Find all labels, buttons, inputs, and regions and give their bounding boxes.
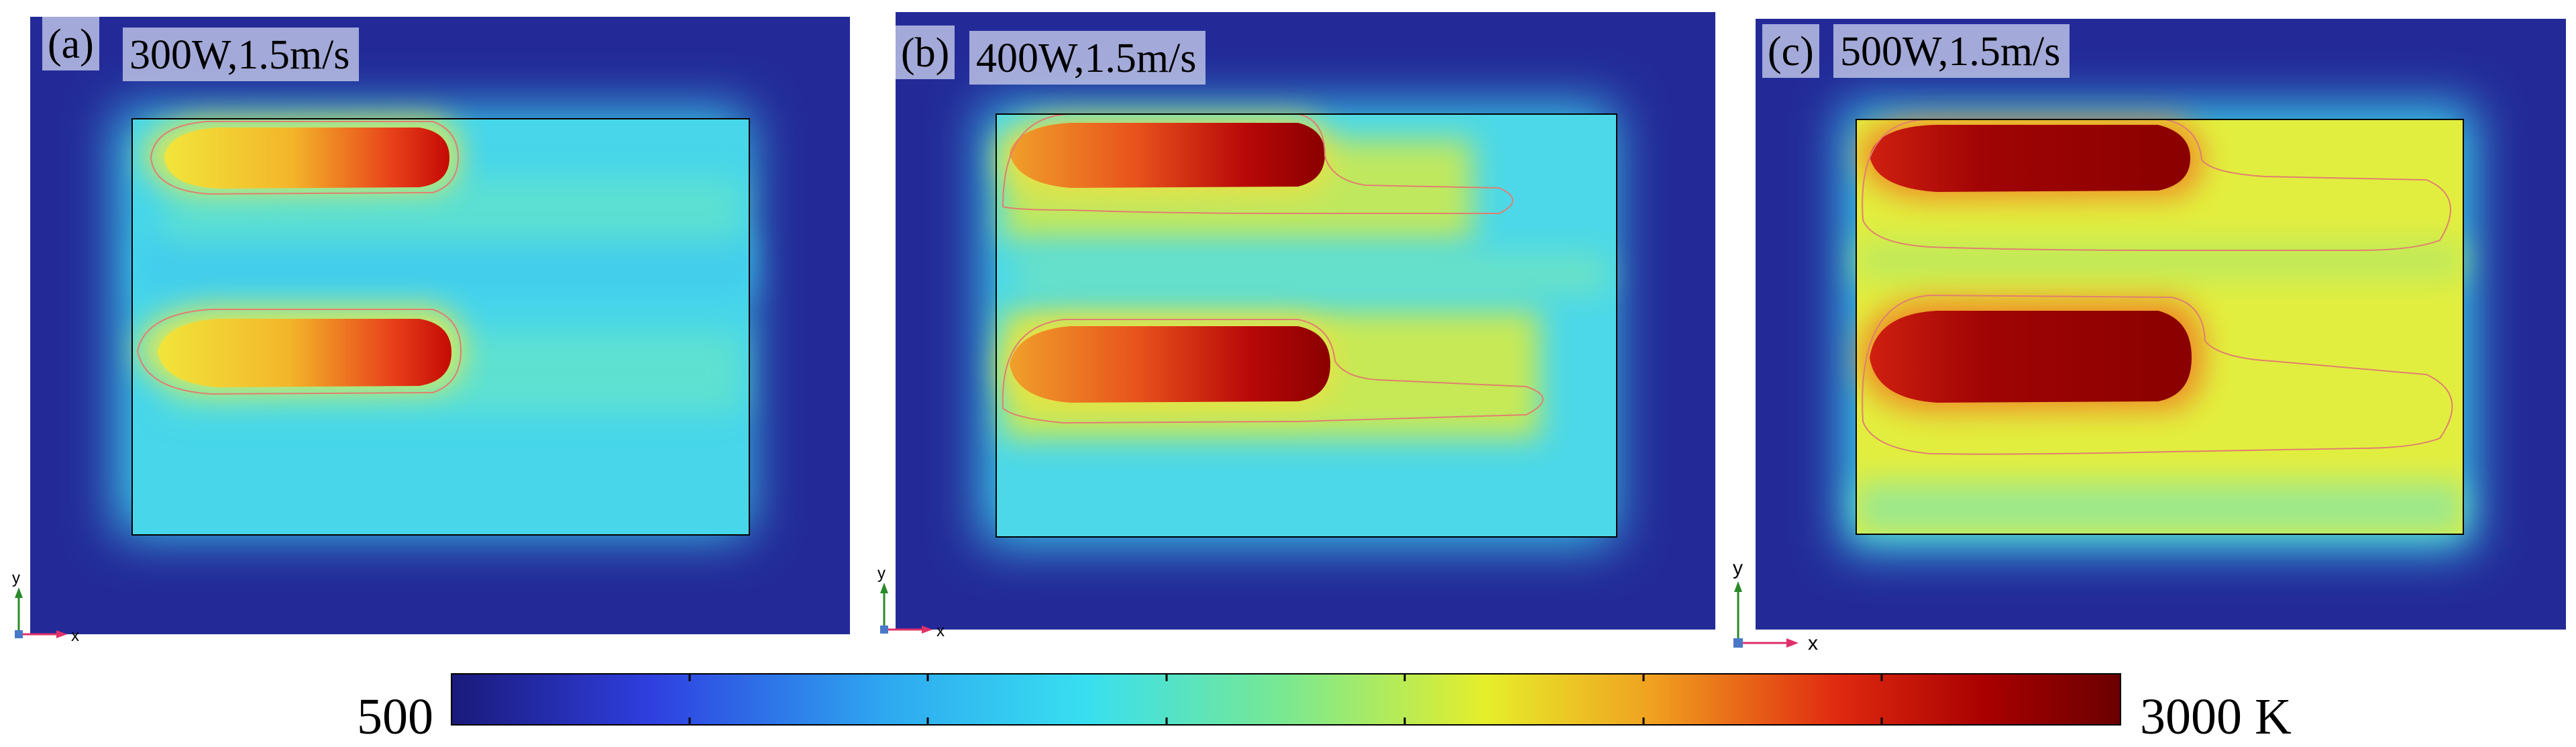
colorbar-max-label: 3000 K (2140, 689, 2292, 745)
y-arrowhead (15, 587, 23, 598)
origin-marker (15, 630, 23, 638)
panel-a: (a) 300W,1.5m/s (30, 17, 850, 634)
x-arrowhead (922, 626, 932, 634)
panel-tag-b: (b) (896, 26, 955, 79)
temperature-field-c (1756, 19, 2566, 630)
colorbar-min-label: 500 (357, 689, 433, 745)
x-arrowhead (56, 630, 67, 638)
x-arrowhead (1786, 638, 1799, 648)
panel-tag-a: (a) (42, 17, 99, 70)
colorbar-gradient (451, 673, 2121, 726)
y-axis-label: y (1733, 557, 1743, 579)
origin-marker (1733, 638, 1743, 648)
y-axis-label: y (877, 564, 885, 583)
panel-title-c: 500W,1.5m/s (1833, 24, 2070, 78)
panel-c: (c) 500W,1.5m/s (1756, 19, 2566, 630)
panel-title-b: 400W,1.5m/s (969, 31, 1206, 85)
temperature-field-a (30, 17, 850, 634)
axis-triad-b: y x (877, 564, 945, 640)
panel-title-a: 300W,1.5m/s (123, 28, 360, 81)
panel-b: (b) 400W,1.5m/s (896, 12, 1715, 630)
panel-tag-c: (c) (1762, 24, 1819, 78)
colorbar (451, 673, 2121, 726)
temperature-field-b (896, 12, 1715, 630)
y-arrowhead (1734, 581, 1742, 592)
origin-marker (880, 626, 888, 634)
x-axis-label: x (1808, 632, 1818, 654)
x-axis-label: x (936, 622, 945, 640)
x-axis-label: x (71, 627, 79, 644)
axis-triad-c: y x (1733, 557, 1818, 654)
y-axis-label: y (12, 569, 20, 587)
y-arrowhead (880, 583, 888, 593)
axis-triad-a: y x (12, 569, 79, 644)
